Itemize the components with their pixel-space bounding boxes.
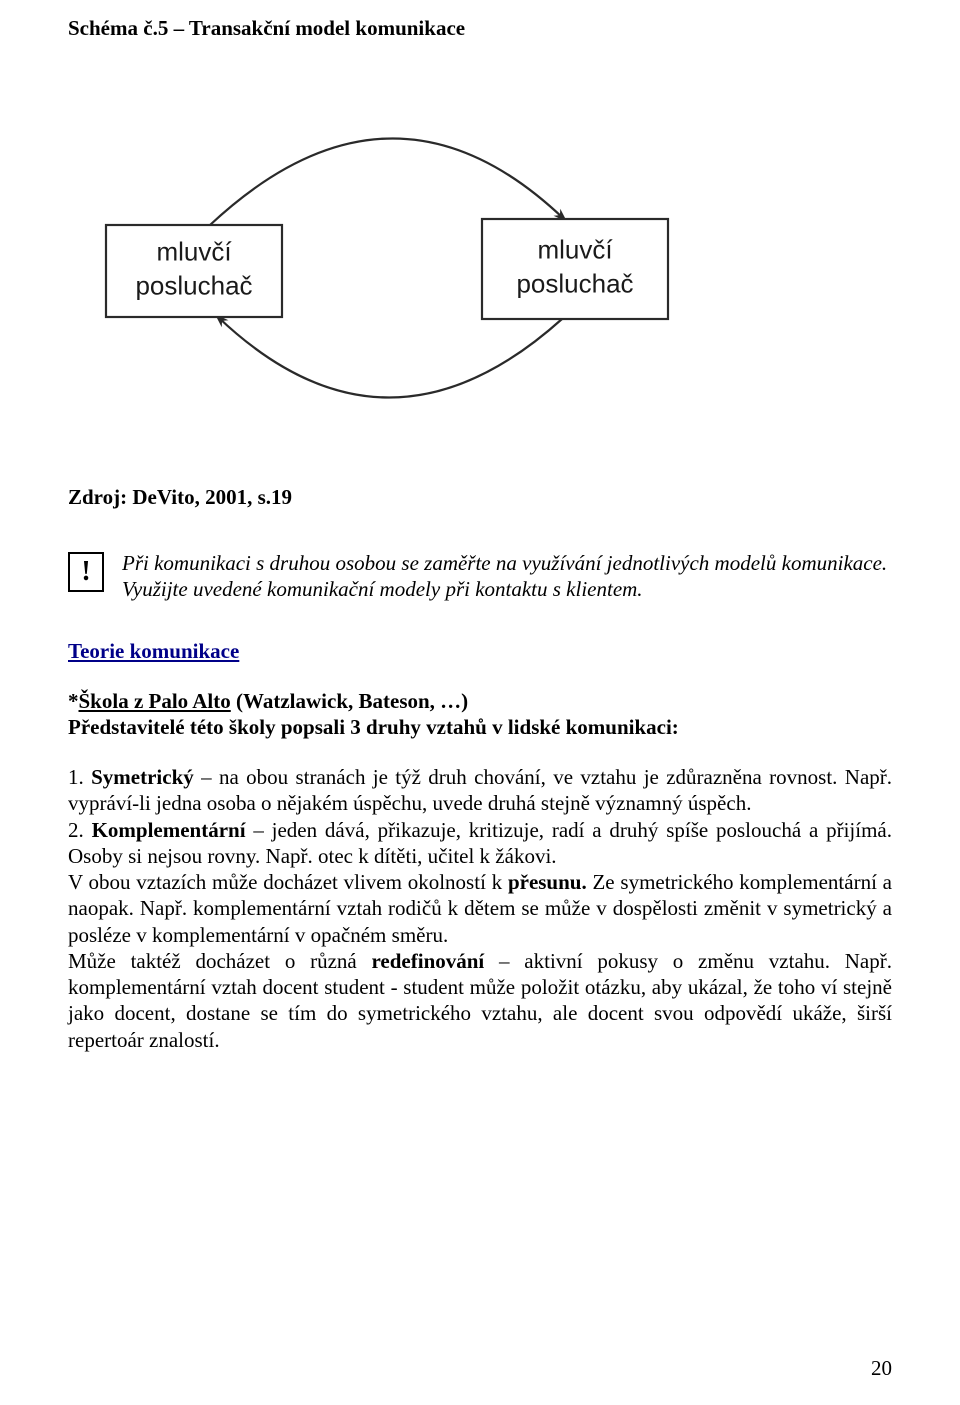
paragraph-transfer: V obou vztazích může docházet vlivem oko… bbox=[68, 869, 892, 948]
callout-text: Při komunikaci s druhou osobou se zaměřt… bbox=[122, 550, 892, 603]
item-1-term: Symetrický bbox=[91, 765, 194, 789]
school-name-line: *Škola z Palo Alto (Watzlawick, Bateson,… bbox=[68, 688, 892, 714]
svg-text:mluvčí: mluvčí bbox=[537, 235, 613, 265]
figure-source: Zdroj: DeVito, 2001, s.19 bbox=[68, 485, 892, 510]
item-1-number: 1. bbox=[68, 765, 91, 789]
para1-bold: přesunu. bbox=[508, 870, 587, 894]
item-2-number: 2. bbox=[68, 818, 92, 842]
page-title: Schéma č.5 – Transakční model komunikace bbox=[68, 16, 892, 41]
para2-bold: redefinování bbox=[371, 949, 484, 973]
svg-text:mluvčí: mluvčí bbox=[156, 237, 232, 267]
callout: ! Při komunikaci s druhou osobou se zamě… bbox=[68, 550, 892, 603]
para1-a: V obou vztazích může docházet vlivem oko… bbox=[68, 870, 508, 894]
section-heading-theory: Teorie komunikace bbox=[68, 639, 892, 664]
item-2-term: Komplementární bbox=[92, 818, 246, 842]
school-description: Představitelé této školy popsali 3 druhy… bbox=[68, 714, 892, 740]
diagram-transactional-model: mluvčíposluchačmluvčíposluchač bbox=[62, 41, 742, 461]
page-number: 20 bbox=[871, 1356, 892, 1381]
item-1: 1. Symetrický – na obou stranách je týž … bbox=[68, 764, 892, 817]
para2-a: Může taktéž docházet o různá bbox=[68, 949, 371, 973]
item-2: 2. Komplementární – jeden dává, přikazuj… bbox=[68, 817, 892, 870]
school-suffix: (Watzlawick, Bateson, …) bbox=[231, 689, 468, 713]
exclamation-icon: ! bbox=[68, 552, 104, 592]
paragraph-redefine: Může taktéž docházet o různá redefinován… bbox=[68, 948, 892, 1053]
svg-text:posluchač: posluchač bbox=[516, 268, 633, 298]
school-name: Škola z Palo Alto bbox=[79, 689, 231, 713]
callout-line-2: Využijte uvedené komunikační modely při … bbox=[122, 577, 643, 601]
svg-text:posluchač: posluchač bbox=[135, 270, 252, 300]
callout-line-1: Při komunikaci s druhou osobou se zaměřt… bbox=[122, 551, 887, 575]
school-prefix: * bbox=[68, 689, 79, 713]
body-text: 1. Symetrický – na obou stranách je týž … bbox=[68, 764, 892, 1053]
